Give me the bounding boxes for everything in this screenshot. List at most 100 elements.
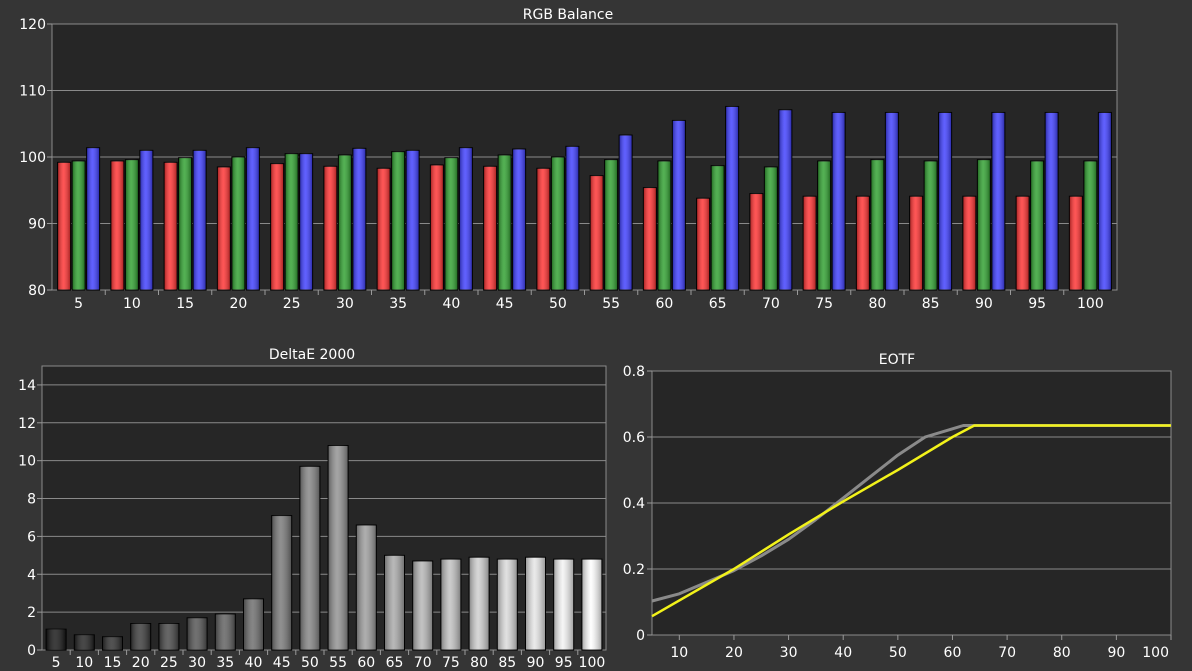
rgb-bar-shade [536, 168, 550, 290]
rgb-bar-shade [72, 160, 86, 290]
rgb-bar-shade [323, 166, 337, 290]
deltae-bar-shade [581, 559, 602, 650]
deltae-x-tick-label: 85 [498, 655, 516, 671]
rgb-bar-shade [909, 196, 923, 290]
deltae-x-tick-label: 15 [104, 655, 122, 671]
eotf-y-tick-label: 0.2 [623, 562, 645, 578]
eotf-target-line [651, 424, 1171, 618]
rgb-bar-shade [406, 150, 420, 290]
deltae-bar-shade [243, 598, 264, 650]
deltae-bar-shade [271, 515, 292, 650]
rgb-bar-shade [246, 147, 260, 290]
rgb-bar-shade [1098, 112, 1112, 290]
deltae-bar-shade [497, 559, 518, 650]
rgb-bar-shade [619, 135, 633, 290]
rgb-x-tick-label: 100 [1077, 296, 1104, 312]
rgb-bar-shade [991, 112, 1005, 290]
rgb-x-tick-label: 75 [815, 296, 833, 312]
rgb-bar-shade [749, 193, 763, 290]
deltae-bar-shade [328, 445, 349, 650]
rgb-bar-shade [817, 160, 831, 290]
eotf-chart-title: EOTF [879, 352, 915, 368]
rgb-bar-shade [285, 153, 299, 290]
rgb-bar-shade [1083, 160, 1097, 290]
deltae-bar-shade [299, 466, 320, 650]
deltae-y-tick-label: 6 [27, 529, 36, 545]
deltae-bar-shade [469, 557, 490, 650]
rgb-bar-shade [590, 175, 604, 290]
deltae-x-tick-label: 75 [442, 655, 460, 671]
deltae-bar-shade [215, 614, 236, 650]
rgb-bar-shade [139, 150, 153, 290]
eotf-x-tick-label: 50 [889, 645, 907, 661]
rgb-bar-shade [178, 157, 192, 290]
rgb-x-tick-label: 10 [123, 296, 141, 312]
rgb-bar-shade [672, 120, 686, 290]
rgb-x-tick-label: 25 [283, 296, 301, 312]
rgb-bar-shade [391, 151, 405, 290]
rgb-bar-shade [551, 157, 565, 290]
rgb-y-tick-label: 90 [28, 217, 46, 233]
rgb-bar-shade [377, 168, 391, 290]
rgb-bar-shade [299, 153, 313, 290]
eotf-x-tick-label: 40 [834, 645, 852, 661]
rgb-bar-shade [1030, 160, 1044, 290]
rgb-bar-shade [1069, 196, 1083, 290]
rgb-bar-shade [725, 106, 739, 291]
rgb-bar-shade [778, 109, 792, 290]
rgb-x-tick-label: 30 [336, 296, 354, 312]
eotf-x-tick-label: 90 [1107, 645, 1125, 661]
rgb-bar-shade [924, 160, 938, 290]
rgb-y-tick-label: 100 [19, 150, 46, 166]
rgb-bar-shade [57, 162, 71, 290]
eotf-chart: EOTF 0 0.2 0.4 0.6 0.8 10 20 30 40 50 60 70 80 90 100 [623, 352, 1172, 661]
eotf-x-tick-label: 60 [944, 645, 962, 661]
deltae-bar-shade [46, 629, 67, 650]
rgb-y-tick-label: 120 [19, 17, 46, 33]
deltae-chart-title: DeltaE 2000 [269, 347, 355, 363]
eotf-x-tick-label: 10 [670, 645, 688, 661]
rgb-bar-shade [856, 196, 870, 290]
deltae-bar-shade [440, 559, 461, 650]
rgb-bar-shade [604, 159, 618, 290]
rgb-bar-shade [1016, 196, 1030, 290]
rgb-bar-shade [977, 159, 991, 290]
rgb-x-tick-label: 70 [762, 296, 780, 312]
rgb-x-tick-label: 95 [1028, 296, 1046, 312]
eotf-x-tick-label: 70 [998, 645, 1016, 661]
rgb-x-tick-label: 35 [389, 296, 407, 312]
rgb-bar-shade [870, 159, 884, 290]
deltae-x-tick-label: 40 [245, 655, 263, 671]
deltae-x-tick-label: 5 [52, 655, 61, 671]
deltae-bar-shade [158, 623, 179, 650]
deltae-bar-shade [130, 623, 151, 650]
rgb-bar-shade [86, 147, 100, 290]
rgb-y-tick-label: 110 [19, 84, 46, 100]
rgb-x-tick-label: 45 [496, 296, 514, 312]
rgb-bar-shade [483, 166, 497, 290]
rgb-bar-shade [338, 155, 352, 290]
rgb-bar-shade [352, 148, 366, 290]
rgb-bar-shade [938, 112, 952, 290]
deltae-x-tick-label: 25 [160, 655, 178, 671]
deltae-bar-shade [412, 561, 433, 650]
deltae-y-tick-label: 10 [18, 454, 36, 470]
rgb-x-tick-label: 20 [229, 296, 247, 312]
rgb-bar-shade [270, 163, 284, 290]
rgb-bar-shade [832, 112, 846, 290]
eotf-x-tick-label: 20 [725, 645, 743, 661]
deltae-x-tick-label: 35 [216, 655, 234, 671]
rgb-bar-shade [444, 157, 458, 290]
deltae-x-tick-label: 45 [273, 655, 291, 671]
rgb-bar-shade [193, 150, 207, 290]
deltae-plot-area [41, 365, 607, 651]
rgb-bar-shade [711, 165, 725, 290]
rgb-x-tick-label: 65 [709, 296, 727, 312]
rgb-x-tick-label: 40 [442, 296, 460, 312]
rgb-x-tick-label: 80 [868, 296, 886, 312]
rgb-bar-shade [217, 166, 231, 290]
eotf-x-tick-label: 80 [1053, 645, 1071, 661]
deltae-x-tick-label: 90 [527, 655, 545, 671]
deltae-bar-shade [74, 634, 95, 650]
